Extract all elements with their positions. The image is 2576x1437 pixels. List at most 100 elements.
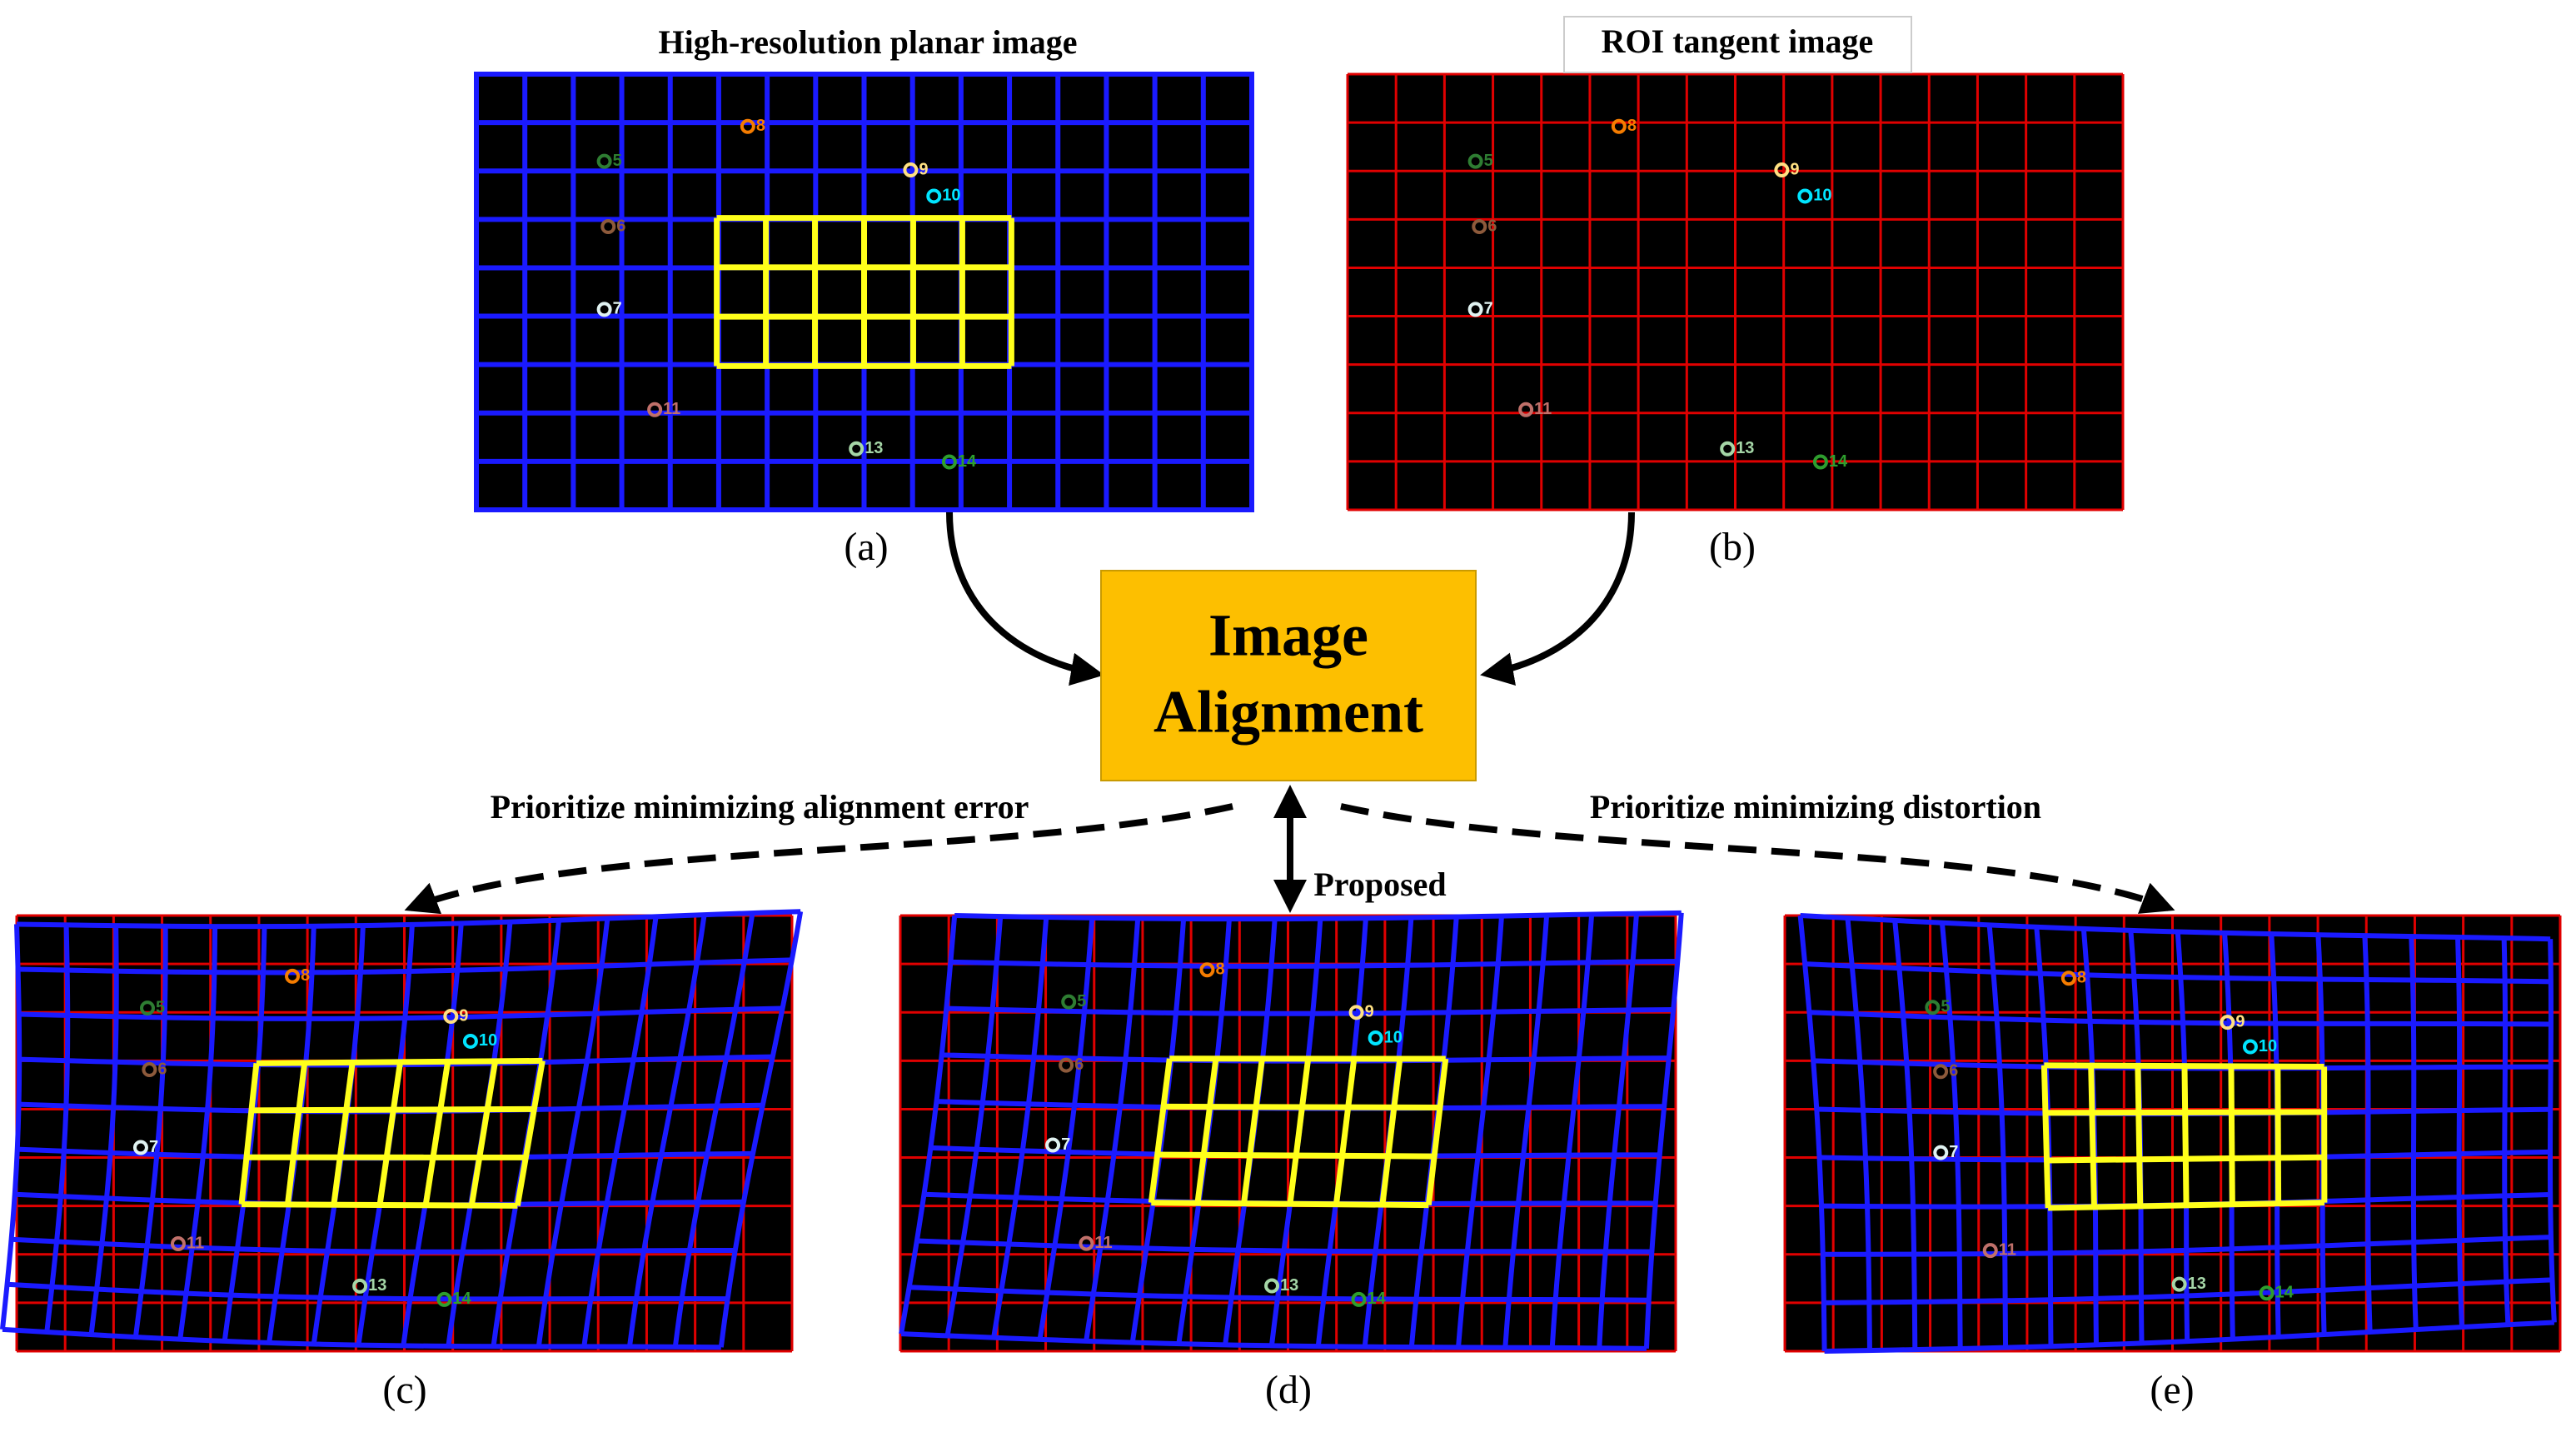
keypoint [1518, 402, 1534, 417]
keypoint [849, 441, 864, 457]
keypoint-label: 11 [663, 400, 680, 418]
keypoint-label: 13 [1736, 439, 1754, 457]
warped-line [16, 909, 801, 930]
keypoint [2171, 1276, 2187, 1292]
roi-line [376, 1062, 403, 1207]
keypoint-label: 8 [1627, 117, 1637, 135]
keypoint [1774, 162, 1790, 178]
roi-line [1240, 1059, 1265, 1205]
box-text: Alignment [1153, 679, 1423, 746]
keypoint [1059, 1057, 1074, 1073]
keypoint-label: 10 [479, 1031, 497, 1050]
roi-line [2044, 1062, 2324, 1070]
dashed-arrow [1340, 803, 2175, 914]
warped-line [177, 926, 218, 1340]
keypoint-label: 5 [156, 998, 165, 1016]
keypoint-label: 11 [187, 1234, 204, 1252]
keypoint [436, 1291, 452, 1307]
roi-line [422, 1062, 451, 1207]
roi-line [1379, 1059, 1403, 1206]
keypoint-label: 11 [1999, 1240, 2016, 1259]
keypoint [1264, 1278, 1280, 1294]
keypoint [1925, 1000, 1941, 1015]
keypoint [285, 968, 301, 984]
keypoint-label: 13 [2188, 1275, 2206, 1293]
warped-line [950, 958, 1678, 969]
keypoint-label: 11 [1094, 1234, 1112, 1252]
warped-line [1809, 1010, 2551, 1027]
keypoint [2242, 1039, 2258, 1055]
roi-line [2040, 1065, 2051, 1209]
warped-line [1845, 917, 1872, 1351]
keypoint [1351, 1291, 1367, 1307]
roi-line [238, 1063, 260, 1205]
keypoint-label: 9 [1790, 160, 1799, 178]
keypoint [1045, 1137, 1061, 1153]
keypoint-label: 5 [613, 152, 622, 170]
keypoint [596, 153, 612, 169]
warped-line [44, 925, 71, 1333]
keypoint [1812, 454, 1828, 470]
warped-line [1939, 922, 1963, 1349]
keypoint-label: 7 [149, 1138, 158, 1156]
warped-line [0, 924, 22, 1330]
keypoint-label: 14 [1829, 452, 1848, 471]
keypoint [1933, 1064, 1949, 1080]
keypoint-label: 6 [1487, 217, 1497, 235]
arrow [946, 511, 1104, 686]
panel-label: (d) [1265, 1368, 1312, 1412]
keypoint [132, 1140, 148, 1155]
warped-line [944, 916, 1004, 1336]
warped-line [1823, 1277, 2553, 1305]
keypoint [352, 1278, 368, 1294]
warped-line [7, 1281, 728, 1302]
warped-line [899, 915, 958, 1335]
keypoint [2060, 970, 2076, 986]
alignment-box [1100, 570, 1477, 781]
arrow [1480, 511, 1635, 686]
panel-label: (a) [844, 525, 888, 569]
keypoint-label: 9 [2235, 1012, 2245, 1030]
roi-line [1151, 1200, 1429, 1209]
dashed-arrow [404, 803, 1233, 915]
roi-line [1333, 1059, 1358, 1205]
roi-line [514, 1060, 546, 1206]
keypoint [600, 219, 616, 235]
keypoint-label: 14 [2275, 1284, 2294, 1302]
panel-title: ROI tangent image [1602, 22, 1874, 60]
keypoint [443, 1009, 459, 1025]
keypoint [1199, 962, 1215, 978]
keypoint-label: 8 [1215, 960, 1224, 979]
keypoint [1061, 994, 1077, 1010]
keypoint-label: 10 [1384, 1028, 1403, 1046]
roi-line [468, 1061, 498, 1207]
warped-line [1643, 912, 1684, 1349]
keypoint-label: 13 [368, 1276, 386, 1295]
keypoint-label: 9 [1365, 1003, 1374, 1021]
warped-line [1797, 915, 1827, 1352]
keypoint-label: 7 [1484, 300, 1493, 318]
keypoint-label: 6 [616, 217, 625, 235]
roi-line [252, 1105, 535, 1114]
roi-line [1425, 1058, 1449, 1206]
warped-line [11, 1236, 735, 1255]
warped-line [1456, 916, 1504, 1348]
keypoint [1933, 1145, 1949, 1160]
warped-line [88, 926, 119, 1335]
keypoint [1720, 441, 1736, 457]
keypoint-label: 5 [1484, 152, 1493, 170]
roi-line [2228, 1066, 2235, 1205]
keypoint-label: 9 [919, 160, 928, 178]
keypoint-label: 8 [756, 117, 765, 135]
keypoint-label: 13 [864, 439, 883, 457]
panel-title: High-resolution planar image [658, 23, 1077, 61]
warped-line [1986, 925, 2009, 1348]
keypoint [647, 402, 663, 417]
warped-line [718, 911, 804, 1348]
keypoint [740, 118, 755, 134]
keypoint [596, 302, 612, 317]
warped-line [2454, 936, 2464, 1328]
keypoint-label: 5 [1941, 998, 1950, 1016]
keypoint [140, 1000, 156, 1016]
